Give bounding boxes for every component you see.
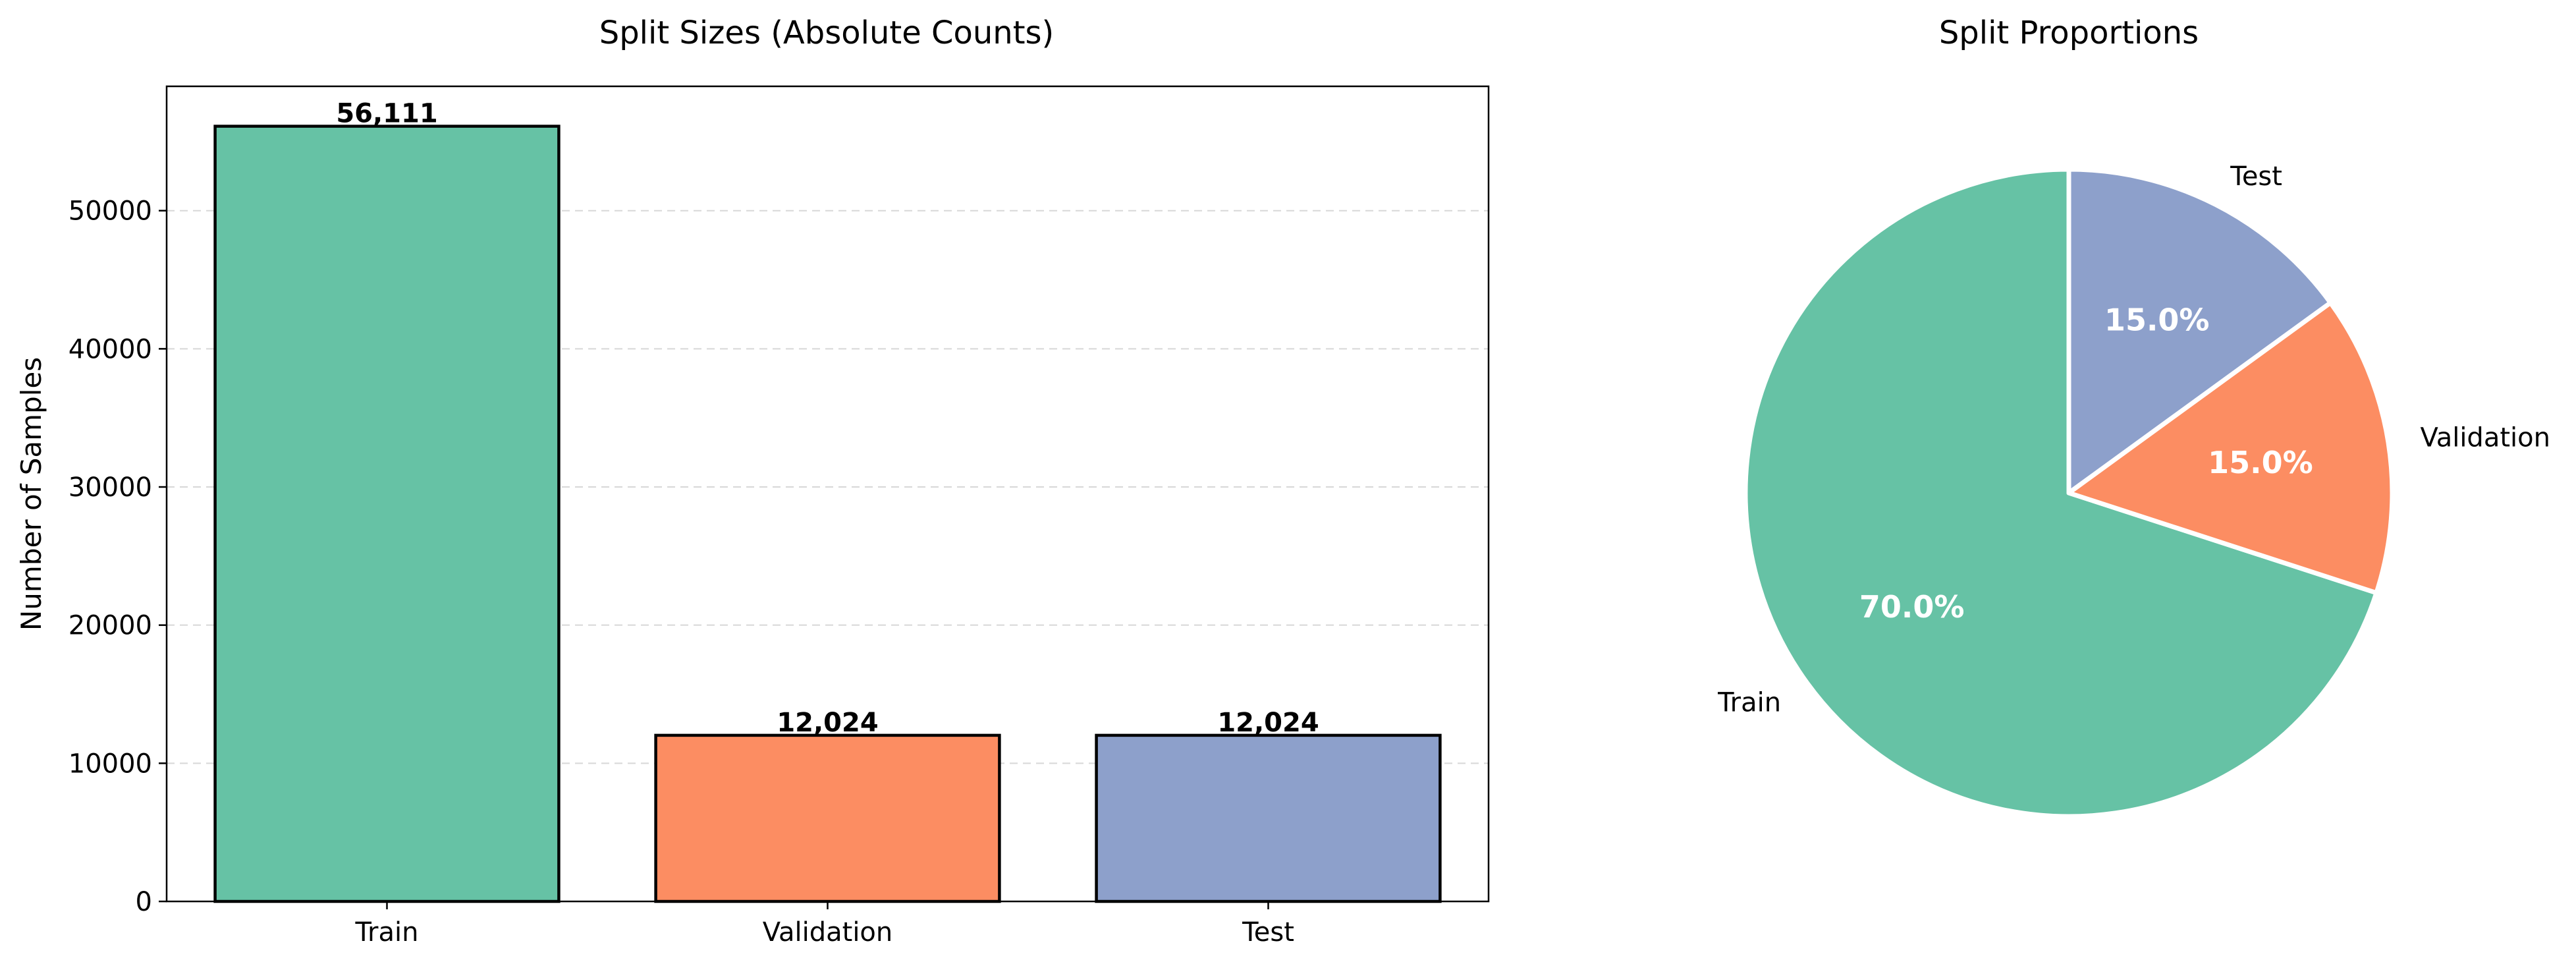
pie-chart-title: Split Proportions: [1939, 14, 2199, 51]
bar-validation: [654, 733, 1001, 903]
y-tick-label: 20000: [69, 611, 152, 641]
y-axis-label: Number of Samples: [15, 357, 47, 631]
pie-chart: Split Proportions Train 70.0% Validation 15…: [1717, 14, 2550, 819]
y-tick-label: 50000: [69, 196, 152, 227]
bar-series: [213, 125, 1442, 903]
pie-pct-label: 15.0%: [2104, 302, 2210, 338]
pie-pct-label: 70.0%: [1859, 589, 1965, 625]
y-tick-label: 30000: [69, 472, 152, 503]
y-tick-label: 40000: [69, 334, 152, 364]
pie-slice-train: [1743, 167, 2379, 819]
pie-label: Test: [2230, 161, 2282, 192]
x-axis-ticks: Train Validation Test: [355, 901, 1294, 948]
bar-train: [213, 125, 561, 903]
pie-pct-label: 15.0%: [2208, 445, 2313, 480]
pie-slice-test: [2066, 167, 2333, 496]
pie-label: Validation: [2420, 423, 2550, 453]
bar-value-label: 56,111: [336, 99, 437, 129]
bar-value-label: 12,024: [777, 708, 878, 738]
pie-slices: [1743, 167, 2395, 819]
x-tick-label: Train: [355, 917, 419, 948]
pie-labels: Train 70.0% Validation 15.0% Test 15.0%: [1717, 161, 2550, 718]
y-tick-label: 10000: [69, 749, 152, 779]
bar-value-labels: 56,111 12,024 12,024: [336, 99, 1319, 738]
y-tick-label: 0: [136, 887, 152, 917]
pie-label: Train: [1717, 687, 1781, 718]
bar-chart: Split Sizes (Absolute Counts) 56,111 12,0…: [15, 14, 1490, 948]
y-axis-ticks: 0 10000 20000 30000 40000 50000: [69, 196, 167, 917]
pie-slice-validation: [2066, 300, 2395, 596]
x-tick-label: Validation: [763, 917, 893, 948]
bar-chart-title: Split Sizes (Absolute Counts): [599, 14, 1055, 51]
bar-value-label: 12,024: [1217, 708, 1319, 738]
bar-test: [1095, 733, 1442, 903]
x-tick-label: Test: [1242, 917, 1294, 948]
